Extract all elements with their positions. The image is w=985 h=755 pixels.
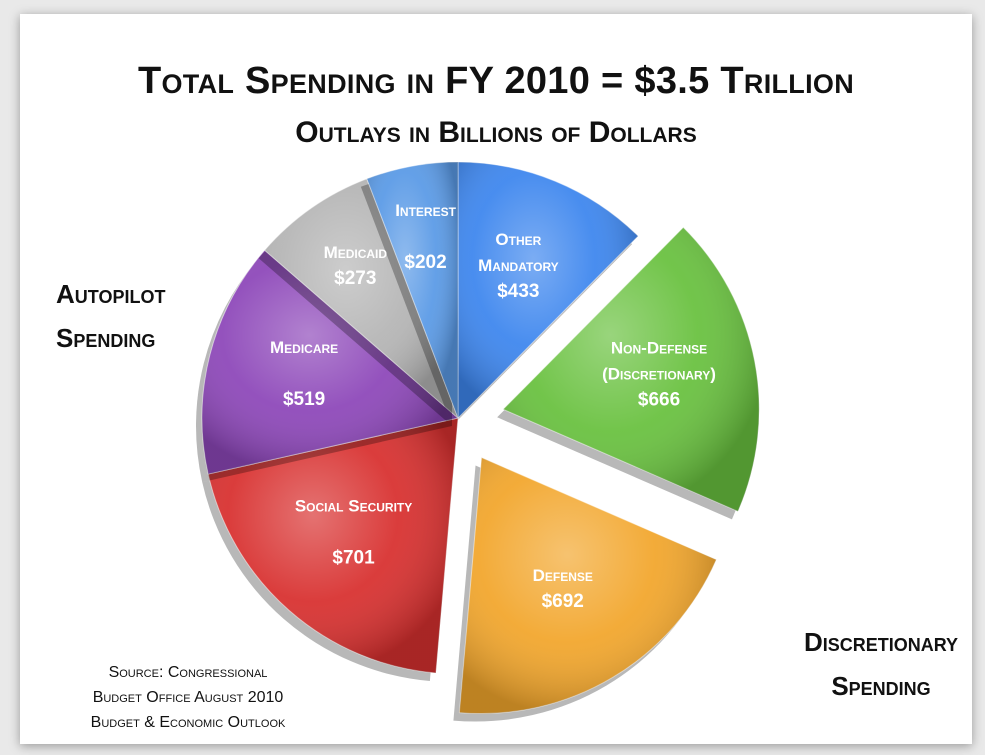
- slice-shine-other-mandatory: [458, 162, 639, 418]
- slice-label-medicaid: Medicaid: [324, 243, 388, 262]
- slice-value-social-security: $701: [332, 548, 375, 569]
- source-line-1: Source: Congressional: [108, 664, 268, 681]
- source-note: Source: Congressional Budget Office Augu…: [38, 660, 338, 735]
- slice-shine-medicaid: [264, 178, 458, 418]
- slice-shine-medicare: [202, 250, 458, 475]
- slide: Other Mandatory $433 Non-Defense (Discretion…: [20, 14, 972, 744]
- discretionary-spending-label: Discretionary Spending: [786, 620, 976, 708]
- slice-shine-interest: [366, 162, 458, 418]
- slice-label-defense: Defense: [533, 566, 593, 585]
- chart-title: Total Spending in FY 2010 = $3.5 Trillio…: [137, 60, 854, 102]
- slice-value-medicare: $519: [283, 389, 325, 410]
- slice-value-interest: $202: [404, 252, 446, 273]
- slice-label-interest: Interest: [395, 201, 456, 220]
- autopilot-spending-label: Autopilot Spending: [56, 272, 165, 360]
- chart-subtitle: Outlays in Billions of Dollars: [295, 116, 697, 149]
- slice-value-medicaid: $273: [334, 268, 376, 289]
- discretionary-line-1: Discretionary: [803, 627, 959, 657]
- slice-value-non-defense-discretionary: $666: [638, 389, 680, 410]
- slice-label-medicare: Medicare: [270, 338, 338, 357]
- discretionary-line-2: Spending: [831, 671, 931, 701]
- slice-shine-non-defense-discretionary: [503, 227, 760, 512]
- source-line-3: Budget & Economic Outlook: [90, 714, 286, 731]
- slice-value-other-mandatory: $433: [497, 281, 539, 302]
- autopilot-line-2: Spending: [56, 323, 156, 353]
- autopilot-line-1: Autopilot: [56, 279, 166, 309]
- slice-label-social-security: Social Security: [295, 497, 412, 516]
- slice-shine-defense: [459, 457, 717, 714]
- slice-label-other-mandatory: Other: [495, 230, 541, 249]
- slice-label-non-defense-discretionary: Non-Defense: [611, 338, 707, 357]
- slice-value-defense: $692: [542, 591, 584, 612]
- source-line-2: Budget Office August 2010: [92, 689, 284, 706]
- slice-label-non-defense-discretionary: (Discretionary): [602, 364, 716, 383]
- pie-chart: Other Mandatory $433 Non-Defense (Discretion…: [196, 161, 760, 722]
- slice-label-other-mandatory: Mandatory: [478, 256, 559, 275]
- slice-shine-social-security: [208, 418, 458, 674]
